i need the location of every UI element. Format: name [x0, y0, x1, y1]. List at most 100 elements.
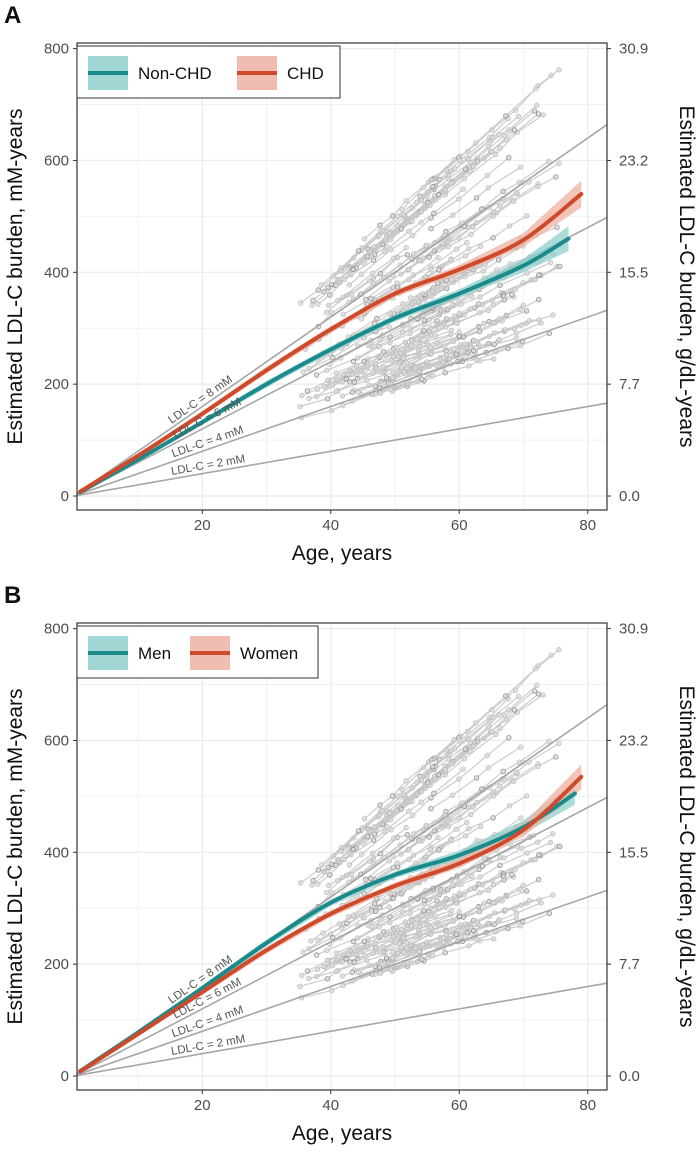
trajectory-point: [419, 942, 426, 948]
trajectory-point: [418, 799, 424, 805]
trajectory-point: [533, 85, 539, 92]
trajectory-point: [496, 132, 502, 138]
trajectory-point: [524, 850, 530, 856]
legend: Non-CHD CHD: [76, 45, 341, 99]
trajectory-point: [453, 826, 459, 832]
trajectory-point: [513, 335, 520, 341]
trajectory-point: [306, 395, 312, 402]
trajectory-point: [490, 793, 497, 799]
trajectory-point: [502, 907, 508, 913]
trajectory-point: [474, 339, 480, 345]
trajectory-point: [376, 924, 382, 930]
trajectory-point: [497, 862, 503, 868]
trajectory-point: [377, 222, 383, 228]
trajectory-point: [556, 646, 562, 653]
trajectory-point: [416, 368, 422, 375]
trajectory-point: [517, 886, 523, 893]
trajectory-point: [547, 839, 554, 846]
trajectory-point: [470, 347, 477, 354]
trajectory-point: [403, 824, 409, 831]
trajectory-point: [420, 184, 427, 191]
trajectory-point: [395, 793, 401, 799]
trajectory-point: [473, 775, 480, 781]
trajectory-point: [414, 336, 420, 342]
trajectory-point: [361, 915, 367, 921]
trajectory-point: [490, 881, 496, 888]
trajectory-point: [491, 319, 497, 326]
trajectory-point: [453, 246, 459, 252]
trajectory-point: [324, 947, 330, 953]
legend-label: Non-CHD: [138, 64, 212, 83]
trajectory-point: [466, 943, 472, 949]
trajectory-line: [422, 742, 560, 839]
trajectory-point: [509, 291, 515, 298]
trajectory-point: [490, 301, 496, 308]
trajectory-point: [411, 250, 417, 257]
trajectory-point: [404, 360, 410, 366]
y-right-tick-label: 0.0: [619, 488, 640, 505]
trajectory-point: [464, 239, 470, 246]
trajectory-point: [435, 192, 442, 198]
trajectory-point: [428, 267, 434, 273]
trajectory-point: [372, 940, 379, 947]
trajectory-point: [341, 276, 348, 283]
trajectory-line: [331, 731, 493, 865]
trajectory-point: [355, 389, 361, 395]
trajectory-point: [531, 108, 538, 114]
trajectory-point: [355, 248, 362, 254]
trajectory-point: [325, 302, 332, 309]
legend-label: Women: [240, 644, 298, 663]
trajectory-point: [510, 778, 517, 784]
trajectory-point: [370, 837, 377, 843]
ci-band-men: [80, 782, 575, 1073]
trajectory-point: [443, 167, 449, 173]
trajectory-point: [377, 390, 383, 396]
trajectory-line: [353, 900, 438, 943]
trajectory-point: [445, 823, 452, 830]
trajectory-line: [327, 907, 440, 961]
x-tick-label: 60: [451, 517, 468, 534]
trajectory-point: [513, 330, 520, 336]
trajectory-point: [481, 855, 487, 861]
y-tick-label: 800: [44, 621, 69, 638]
trajectory-point: [511, 127, 517, 133]
trajectory-point: [297, 300, 304, 306]
trajectory-point: [474, 356, 480, 363]
trajectory-point: [453, 931, 459, 937]
trajectory-point: [535, 111, 542, 117]
panel-b: B LDL-C = 2 mM LDL-C = 4 mM LDL-C = 6 mM LD…: [0, 580, 700, 1160]
trajectory-point: [389, 213, 396, 219]
trajectory-point: [493, 151, 499, 158]
trajectory-point: [325, 284, 331, 290]
trajectory-point: [534, 682, 540, 688]
trajectory-point: [324, 377, 331, 383]
trajectory-point: [313, 952, 320, 958]
trajectory-point: [535, 183, 541, 190]
trajectory-point: [516, 759, 522, 765]
trajectory-point: [462, 341, 468, 347]
trajectory-point: [351, 959, 357, 965]
trajectory-point: [315, 301, 321, 307]
trajectory-point: [500, 188, 506, 194]
trajectory-point: [343, 376, 349, 382]
trajectory-point: [388, 937, 395, 944]
trajectory-point: [449, 302, 455, 308]
y-right-axis-title: Estimated LDL-C burden, g/dL-years: [675, 686, 698, 1028]
trajectory-point: [340, 982, 346, 989]
trajectory-point: [400, 355, 406, 361]
trajectory-point: [355, 828, 362, 834]
trajectory-point: [550, 831, 556, 837]
trajectory-line: [337, 913, 451, 962]
trajectory-point: [485, 143, 492, 150]
trajectory-point: [457, 737, 463, 744]
trajectory-point: [480, 268, 486, 274]
trajectory-point: [370, 270, 376, 276]
trajectory-point: [464, 819, 470, 826]
plot-border: [76, 42, 608, 511]
trajectory-point: [396, 360, 402, 366]
trajectory-point: [371, 901, 378, 907]
trajectory-point: [349, 969, 356, 975]
trajectory-point: [431, 210, 437, 216]
trajectory-point: [314, 966, 321, 972]
